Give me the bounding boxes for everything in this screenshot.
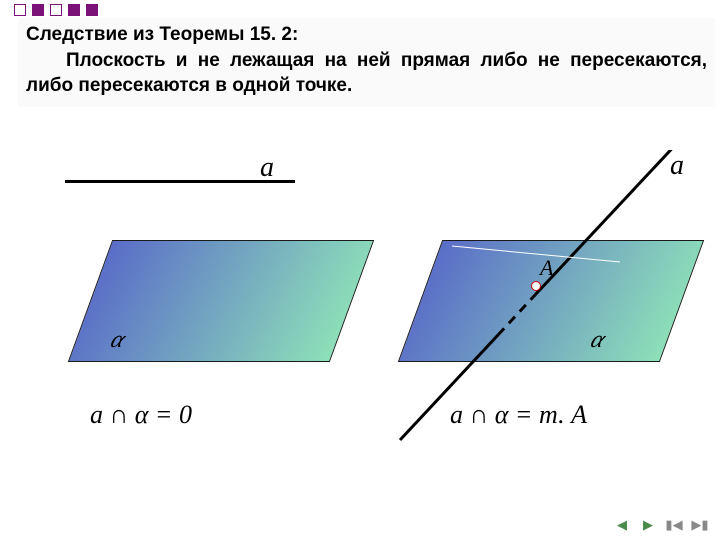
- theorem-header: Следствие из Теоремы 15. 2: Плоскость и …: [18, 18, 715, 107]
- theorem-body: Плоскость и не лежащая на ней прямая либ…: [26, 48, 707, 99]
- nav-next-button[interactable]: ▶: [638, 516, 658, 534]
- plane-alpha-left: α: [68, 240, 374, 362]
- point-label-A: A: [540, 255, 553, 281]
- point-A: [531, 281, 541, 291]
- decoration-square: [50, 4, 62, 16]
- nav-first-button[interactable]: ▮◀: [664, 516, 684, 534]
- nav-prev-button[interactable]: ◀: [612, 516, 632, 534]
- diagram-container: a α a ∩ α = 0 α a A a ∩ α = т. A: [0, 150, 720, 490]
- decoration-square: [14, 4, 26, 16]
- nav-button-group: ◀ ▶ ▮◀ ▶▮: [612, 516, 710, 534]
- decoration-square: [32, 4, 44, 16]
- formula-left: a ∩ α = 0: [90, 400, 192, 430]
- plane-label-alpha-left: α: [107, 327, 129, 354]
- theorem-title: Следствие из Теоремы 15. 2:: [26, 22, 707, 48]
- decoration-square: [68, 4, 80, 16]
- header-decoration: [0, 0, 720, 18]
- line-label-a-left: a: [260, 152, 274, 184]
- line-label-a-right: a: [670, 150, 684, 182]
- formula-right: a ∩ α = т. A: [450, 400, 587, 430]
- decoration-square: [86, 4, 98, 16]
- nav-last-button[interactable]: ▶▮: [690, 516, 710, 534]
- plane-label-alpha-right: α: [587, 327, 609, 354]
